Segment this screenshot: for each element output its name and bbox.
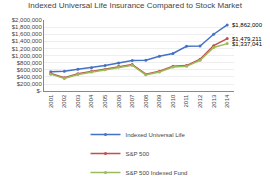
svg-text:2010: 2010 (170, 94, 176, 108)
svg-text:2013: 2013 (211, 94, 217, 108)
svg-text:$1,800,000: $1,800,000 (12, 24, 43, 30)
svg-text:$2,000,000: $2,000,000 (12, 17, 43, 23)
svg-text:Indexed Universal Life Insuran: Indexed Universal Life Insurance Compare… (28, 1, 243, 10)
svg-text:2008: 2008 (143, 94, 149, 108)
svg-text:$-: $- (36, 88, 41, 94)
svg-text:S&P 500: S&P 500 (126, 151, 150, 157)
svg-text:2002: 2002 (61, 94, 67, 108)
svg-text:$200,000: $200,000 (17, 81, 43, 87)
svg-text:S&P 500 Indexed Fund: S&P 500 Indexed Fund (126, 170, 188, 176)
svg-text:2014: 2014 (224, 94, 230, 108)
svg-text:2001: 2001 (48, 94, 54, 108)
svg-text:$600,000: $600,000 (17, 67, 43, 73)
svg-text:2005: 2005 (102, 94, 108, 108)
svg-text:$1,337,041: $1,337,041 (232, 41, 263, 47)
svg-text:$1,000,000: $1,000,000 (12, 53, 43, 59)
svg-text:$1,400,000: $1,400,000 (12, 38, 43, 44)
svg-text:$1,600,000: $1,600,000 (12, 31, 43, 37)
svg-text:$1,862,000: $1,862,000 (232, 22, 263, 28)
svg-text:$800,000: $800,000 (17, 60, 43, 66)
svg-text:2004: 2004 (88, 94, 94, 108)
svg-text:2007: 2007 (129, 94, 135, 108)
svg-text:2006: 2006 (116, 94, 122, 108)
svg-text:2011: 2011 (183, 94, 189, 108)
svg-text:$1,200,000: $1,200,000 (12, 46, 43, 52)
svg-text:$1,479,211: $1,479,211 (232, 36, 262, 42)
svg-text:2009: 2009 (156, 94, 162, 108)
svg-text:$400,000: $400,000 (17, 74, 43, 80)
svg-text:2003: 2003 (75, 94, 81, 108)
svg-text:2012: 2012 (197, 94, 203, 108)
svg-text:Indexed Universal Life: Indexed Universal Life (126, 132, 186, 138)
